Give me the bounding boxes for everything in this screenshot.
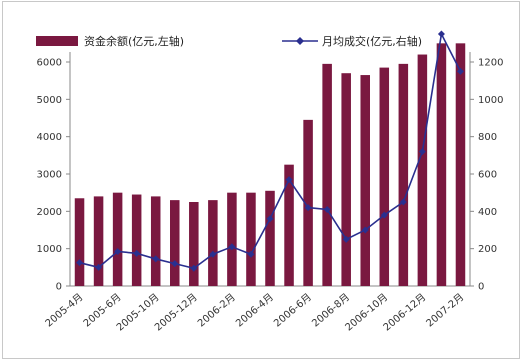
line-point [190,264,198,272]
bar [341,73,351,286]
line-point [399,198,407,206]
bar [150,196,161,286]
x-tick-label: 2006-4月 [233,291,276,329]
bar [112,192,123,286]
x-tick-label: 2005-12月 [152,291,199,333]
bar [227,192,237,286]
left-tick-label: 0 [56,282,62,293]
bar [131,194,142,286]
bar [303,119,313,286]
line-point [76,259,84,267]
right-tick-label: 1200 [478,58,503,69]
bar [360,75,370,286]
legend-line-marker [296,37,304,45]
bar [379,67,390,286]
chart-frame [2,1,520,359]
line-point [323,205,331,213]
left-tick-label: 6000 [37,58,62,69]
bar [246,192,256,286]
line-point [285,176,293,184]
left-tick-label: 1000 [37,244,62,255]
bar [74,198,85,286]
right-tick-label: 400 [478,207,497,218]
right-tick-label: 0 [478,282,484,293]
legend-label-bars: 资金余额(亿元,左轴) [84,34,184,48]
bar [322,63,332,286]
right-tick-label: 600 [478,170,497,181]
bar [265,190,275,286]
line-point [437,30,445,38]
left-tick-label: 4000 [37,132,62,143]
left-tick-label: 2000 [37,207,62,218]
right-tick-label: 800 [478,132,497,143]
bar [170,200,180,286]
x-tick-label: 2005-4月 [43,291,86,329]
bar [436,43,447,287]
x-tick-label: 2007-2月 [424,291,467,329]
line-point [228,243,236,251]
line-point [152,255,160,263]
line-point [247,250,255,258]
line-point [361,226,369,234]
line-point [209,250,217,258]
line-point [266,215,274,223]
line-point [171,260,179,268]
bar [93,196,104,286]
line-point [304,204,312,212]
left-tick-label: 5000 [37,95,62,106]
line-point [342,235,350,243]
bar [417,54,428,287]
x-tick-label: 2006-6月 [272,291,315,329]
line-point [380,211,388,219]
bar [398,63,409,286]
legend-bar-swatch [36,36,78,46]
line-point [418,148,426,156]
right-tick-label: 1000 [478,95,503,106]
bar [208,200,218,286]
bar [284,164,294,286]
x-tick-label: 2006-2月 [195,291,238,329]
bar [189,202,199,286]
left-tick-label: 3000 [37,170,62,181]
bar [455,43,466,287]
right-tick-label: 200 [478,244,497,255]
line-point [114,247,122,255]
x-tick-label: 2006-12月 [381,291,428,333]
line-point [95,263,103,271]
legend-label-line: 月均成交(亿元,右轴) [322,34,422,48]
line-point [133,249,141,257]
line-point [456,67,464,75]
